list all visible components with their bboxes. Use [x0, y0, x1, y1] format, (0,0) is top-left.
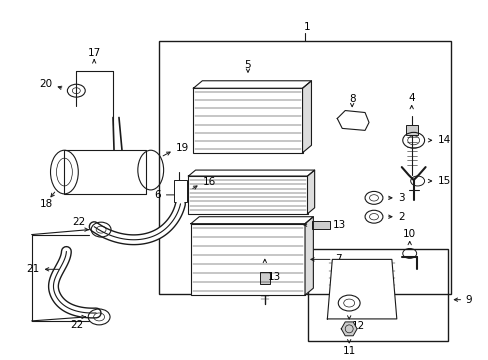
Text: 13: 13 [267, 272, 281, 282]
Text: 20: 20 [40, 79, 52, 89]
Polygon shape [326, 260, 396, 319]
Text: 12: 12 [351, 321, 365, 331]
Polygon shape [190, 217, 313, 224]
Bar [190, 224, 305, 295]
Text: 6: 6 [154, 190, 161, 200]
Text: 16: 16 [202, 177, 215, 187]
Text: 13: 13 [332, 220, 345, 230]
Polygon shape [302, 81, 311, 153]
Bar [188, 176, 307, 214]
Text: 14: 14 [437, 135, 450, 145]
Text: 15: 15 [437, 176, 450, 186]
Text: 18: 18 [40, 199, 53, 209]
Text: 22: 22 [70, 320, 83, 330]
Text: 19: 19 [175, 143, 188, 153]
Bar [312, 221, 330, 229]
Bar [158, 41, 450, 294]
Text: 11: 11 [342, 346, 355, 356]
Text: 4: 4 [407, 93, 414, 103]
Text: 9: 9 [464, 295, 471, 305]
Polygon shape [341, 322, 356, 336]
Bar [307, 249, 447, 341]
Polygon shape [188, 170, 314, 176]
Bar [405, 125, 417, 135]
Polygon shape [307, 170, 314, 214]
Text: 2: 2 [397, 212, 404, 222]
Bar [259, 272, 269, 284]
Bar [64, 150, 145, 194]
Text: 17: 17 [87, 48, 101, 58]
Polygon shape [337, 111, 368, 130]
Text: 5: 5 [244, 60, 251, 71]
Bar [193, 88, 302, 153]
Text: 1: 1 [303, 22, 310, 32]
Text: 22: 22 [72, 217, 85, 227]
Text: 21: 21 [26, 264, 40, 274]
Text: 7: 7 [334, 255, 341, 264]
Text: 8: 8 [348, 94, 355, 104]
Text: 3: 3 [397, 193, 404, 203]
Bar [173, 180, 187, 202]
Polygon shape [305, 217, 313, 295]
Polygon shape [193, 81, 311, 88]
Text: 10: 10 [402, 229, 415, 239]
